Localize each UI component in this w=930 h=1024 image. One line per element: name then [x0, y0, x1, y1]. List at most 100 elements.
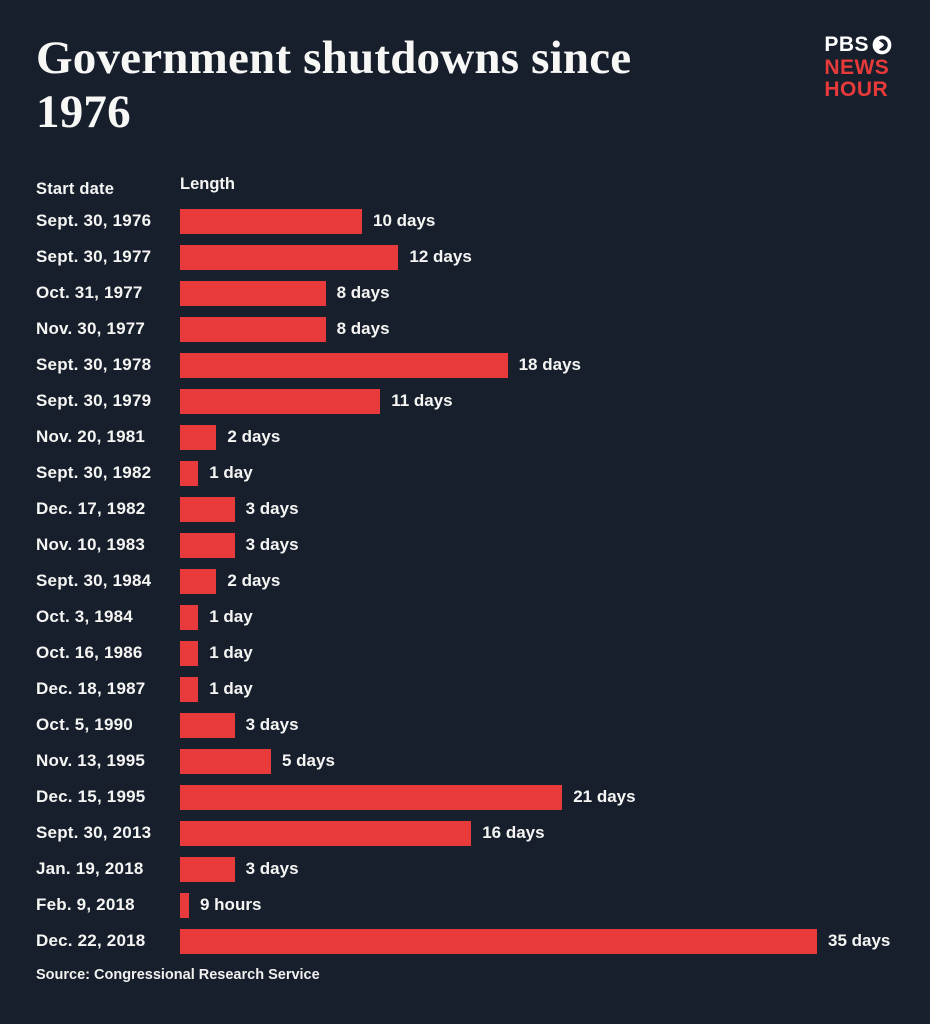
bar [180, 424, 217, 450]
bar-value-label: 21 days [573, 787, 636, 807]
chart-row: Nov. 10, 1983 3 days [36, 527, 894, 563]
bar-value-label: 8 days [336, 319, 390, 339]
bar [180, 640, 199, 666]
bar-value-label: 3 days [245, 535, 299, 555]
bar [180, 280, 326, 306]
chart-row: Oct. 31, 1977 8 days [36, 275, 894, 311]
bar-area: 3 days [180, 851, 894, 887]
bar-value-label: 3 days [245, 715, 299, 735]
row-date-label: Sept. 30, 1982 [36, 463, 152, 483]
chart-row: Sept. 30, 2013 16 days [36, 815, 894, 851]
bar [180, 208, 362, 234]
logo-hour-text: HOUR [824, 78, 889, 102]
bar-area: 3 days [180, 491, 894, 527]
bar-area: 9 hours [180, 887, 894, 923]
bar [180, 496, 235, 522]
bar-area: 5 days [180, 743, 894, 779]
bar [180, 388, 381, 414]
column-header-length: Length [180, 174, 235, 193]
row-date-label: Sept. 30, 1976 [36, 211, 152, 231]
bar-area: 11 days [180, 383, 894, 419]
row-date-label: Nov. 30, 1977 [36, 319, 146, 339]
bar-value-label: 18 days [518, 355, 581, 375]
bar [180, 604, 199, 630]
chart-row: Sept. 30, 1978 18 days [36, 347, 894, 383]
bar-area: 2 days [180, 419, 894, 455]
chart-rows: Sept. 30, 1976 10 days Sept. 30, 1977 12 da… [36, 203, 894, 959]
chart-row: Sept. 30, 1982 1 day [36, 455, 894, 491]
bar [180, 532, 235, 558]
bar-value-label: 3 days [245, 859, 299, 879]
chart-row: Nov. 30, 1977 8 days [36, 311, 894, 347]
bar-area: 1 day [180, 635, 894, 671]
bar-area: 1 day [180, 671, 894, 707]
bar-area: 8 days [180, 311, 894, 347]
row-date-label: Sept. 30, 1977 [36, 247, 152, 267]
pbs-circle-icon [872, 35, 892, 55]
chart-row: Nov. 13, 1995 5 days [36, 743, 894, 779]
bar-area: 35 days [180, 923, 894, 959]
bar-area: 18 days [180, 347, 894, 383]
bar [180, 784, 563, 810]
bar-area: 12 days [180, 239, 894, 275]
bar-area: 10 days [180, 203, 894, 239]
chart-row: Dec. 22, 2018 35 days [36, 923, 894, 959]
chart-row: Oct. 5, 1990 3 days [36, 707, 894, 743]
row-date-label: Oct. 31, 1977 [36, 283, 143, 303]
bar [180, 820, 472, 846]
logo-line-pbs: PBS [824, 33, 892, 57]
bar [180, 676, 199, 702]
bar-value-label: 3 days [245, 499, 299, 519]
chart-row: Sept. 30, 1984 2 days [36, 563, 894, 599]
bar-area: 8 days [180, 275, 894, 311]
row-date-label: Sept. 30, 1978 [36, 355, 152, 375]
bar [180, 568, 217, 594]
bar [180, 244, 399, 270]
bar [180, 748, 271, 774]
column-header-length-wrap: Length [180, 169, 894, 199]
row-date-label: Nov. 13, 1995 [36, 751, 146, 771]
chart-row: Sept. 30, 1979 11 days [36, 383, 894, 419]
bar [180, 460, 199, 486]
pbs-newshour-logo: PBS NEWS HOUR [824, 33, 892, 102]
page-title: Government shutdowns since 1976 [36, 32, 632, 138]
bar-area: 16 days [180, 815, 894, 851]
source-credit: Source: Congressional Research Service [36, 967, 320, 984]
row-date-label: Sept. 30, 2013 [36, 823, 152, 843]
row-date-label: Sept. 30, 1984 [36, 571, 152, 591]
row-date-label: Dec. 17, 1982 [36, 499, 146, 519]
row-date-label: Oct. 16, 1986 [36, 643, 143, 663]
chart-row: Oct. 16, 1986 1 day [36, 635, 894, 671]
bar-area: 2 days [180, 563, 894, 599]
column-header-start-date: Start date [36, 180, 115, 199]
column-headers: Start date Length [36, 169, 894, 199]
bar-area: 1 day [180, 599, 894, 635]
chart-row: Nov. 20, 1981 2 days [36, 419, 894, 455]
chart-row: Feb. 9, 2018 9 hours [36, 887, 894, 923]
bar-value-label: 1 day [209, 463, 253, 483]
row-date-label: Nov. 10, 1983 [36, 535, 146, 555]
bar-value-label: 16 days [482, 823, 545, 843]
chart-row: Jan. 19, 2018 3 days [36, 851, 894, 887]
bar-value-label: 2 days [227, 571, 281, 591]
row-date-label: Sept. 30, 1979 [36, 391, 152, 411]
bar-value-label: 5 days [282, 751, 335, 771]
chart-row: Dec. 15, 1995 21 days [36, 779, 894, 815]
row-date-label: Jan. 19, 2018 [36, 859, 144, 879]
bar [180, 928, 817, 954]
chart-row: Sept. 30, 1977 12 days [36, 239, 894, 275]
bar-value-label: 35 days [828, 931, 891, 951]
bar [180, 856, 235, 882]
bar-area: 3 days [180, 527, 894, 563]
row-date-label: Oct. 3, 1984 [36, 607, 133, 627]
bar-value-label: 11 days [391, 391, 453, 411]
chart-row: Sept. 30, 1976 10 days [36, 203, 894, 239]
bar-area: 21 days [180, 779, 894, 815]
bar-value-label: 1 day [209, 679, 253, 699]
chart-row: Dec. 18, 1987 1 day [36, 671, 894, 707]
row-date-label: Dec. 18, 1987 [36, 679, 146, 699]
chart-row: Dec. 17, 1982 3 days [36, 491, 894, 527]
bar-value-label: 12 days [409, 247, 472, 267]
bar-value-label: 8 days [336, 283, 390, 303]
